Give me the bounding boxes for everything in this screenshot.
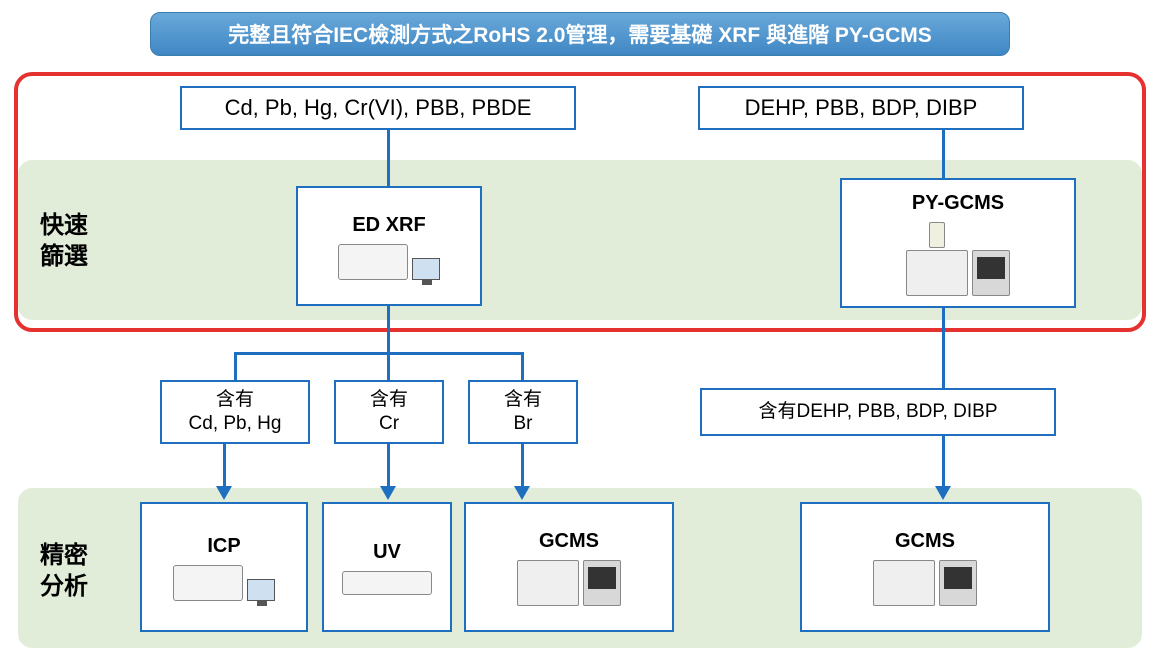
substances-left-text: Cd, Pb, Hg, Cr(VI), PBB, PBDE [225, 94, 532, 122]
box-cond-cr: 含有 Cr [334, 380, 444, 444]
ms-module-icon [939, 560, 977, 606]
box-cond-cdpbhg: 含有 Cd, Pb, Hg [160, 380, 310, 444]
connector [387, 306, 390, 352]
box-edxrf: ED XRF [296, 186, 482, 306]
pygcms-label: PY-GCMS [912, 191, 1004, 216]
connector [234, 352, 524, 355]
gcms2-label: GCMS [895, 529, 955, 554]
edxrf-label: ED XRF [352, 213, 425, 238]
connector [521, 352, 524, 380]
box-cond-phth: 含有DEHP, PBB, BDP, DIBP [700, 388, 1056, 436]
side-label-screening-l1: 快速 [40, 210, 88, 241]
box-substances-right: DEHP, PBB, BDP, DIBP [698, 86, 1024, 130]
side-label-screening: 快速 篩選 [40, 210, 88, 272]
uv-label: UV [373, 540, 401, 565]
arrow-icon [216, 486, 232, 500]
edxrf-illustration [338, 244, 440, 280]
instrument-body-icon [338, 244, 408, 280]
connector [387, 130, 390, 186]
monitor-icon [247, 579, 275, 601]
ms-module-icon [972, 250, 1010, 296]
monitor-icon [412, 258, 440, 280]
connector [521, 444, 524, 488]
connector [223, 444, 226, 488]
connector [234, 352, 237, 380]
box-gcms-2: GCMS [800, 502, 1050, 632]
side-label-precise-l2: 分析 [40, 571, 88, 602]
connector [942, 308, 945, 388]
gcms1-label: GCMS [539, 529, 599, 554]
diagram-canvas: 完整且符合IEC檢測方式之RoHS 2.0管理，需要基礎 XRF 與進階 PY-… [0, 0, 1160, 660]
cond-cr-l1: 含有 [370, 388, 408, 412]
box-uv: UV [322, 502, 452, 632]
side-label-screening-l2: 篩選 [40, 241, 88, 272]
gc-body-icon [517, 560, 579, 606]
box-gcms-1: GCMS [464, 502, 674, 632]
cond-phth-text: 含有DEHP, PBB, BDP, DIBP [759, 400, 998, 424]
pygcms-illustration [906, 222, 1010, 296]
box-substances-left: Cd, Pb, Hg, Cr(VI), PBB, PBDE [180, 86, 576, 130]
icp-label: ICP [207, 534, 240, 559]
connector [942, 130, 945, 178]
arrow-icon [514, 486, 530, 500]
icp-illustration [173, 565, 275, 601]
arrow-icon [935, 486, 951, 500]
gc-body-icon [873, 560, 935, 606]
connector [942, 436, 945, 488]
gcms2-illustration [873, 560, 977, 606]
title-text: 完整且符合IEC檢測方式之RoHS 2.0管理，需要基礎 XRF 與進階 PY-… [228, 19, 932, 49]
pyrolyzer-icon [906, 222, 968, 296]
connector [387, 352, 390, 380]
side-label-precise-l1: 精密 [40, 540, 88, 571]
cond-cdpbhg-l2: Cd, Pb, Hg [189, 412, 282, 436]
cond-br-l1: 含有 [504, 388, 542, 412]
box-pygcms: PY-GCMS [840, 178, 1076, 308]
cond-br-l2: Br [514, 412, 533, 436]
instrument-body-icon [173, 565, 243, 601]
cond-cdpbhg-l1: 含有 [216, 388, 254, 412]
box-cond-br: 含有 Br [468, 380, 578, 444]
cond-cr-l2: Cr [379, 412, 399, 436]
title-banner: 完整且符合IEC檢測方式之RoHS 2.0管理，需要基礎 XRF 與進階 PY-… [150, 12, 1010, 56]
connector [387, 444, 390, 488]
uv-illustration [342, 571, 432, 595]
ms-module-icon [583, 560, 621, 606]
side-label-precise: 精密 分析 [40, 540, 88, 602]
instrument-body-icon [342, 571, 432, 595]
gcms1-illustration [517, 560, 621, 606]
substances-right-text: DEHP, PBB, BDP, DIBP [745, 94, 978, 122]
box-icp: ICP [140, 502, 308, 632]
arrow-icon [380, 486, 396, 500]
